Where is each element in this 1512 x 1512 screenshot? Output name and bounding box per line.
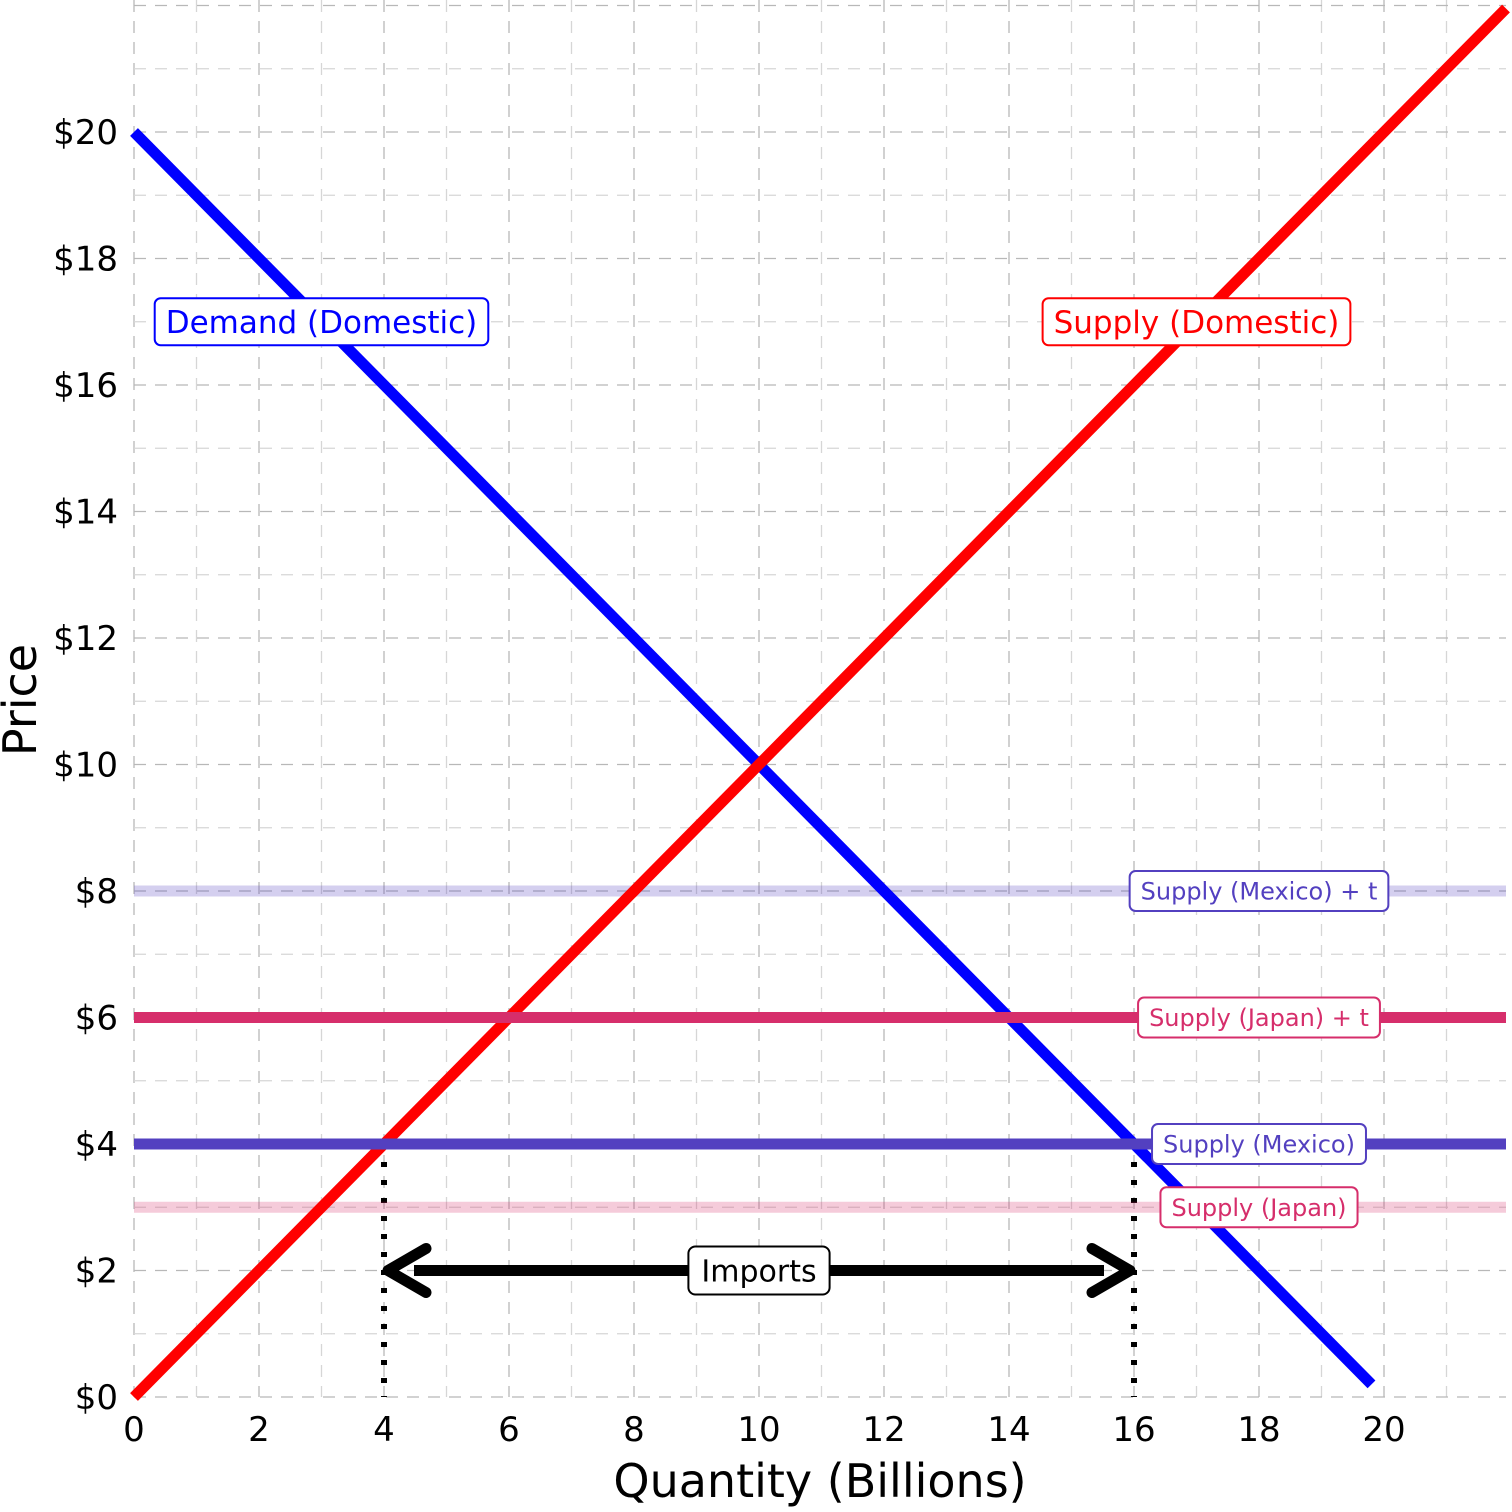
y-tick-label: $4 [75,1125,118,1165]
series-line [130,4,1510,1401]
series-label-box [1151,1123,1367,1165]
y-tick-label: $16 [53,366,118,406]
y-tick-label: $10 [53,746,118,786]
y-tick-label: $0 [75,1378,118,1418]
imports-label-box [687,1245,831,1296]
series-label: Supply (Japan) + t [1149,1004,1369,1032]
y-tick-labels: $0 $2 $4 $6 $8 $10 $12 $14 $16 $18 $20 [53,113,118,1418]
annotations: Imports [382,1243,1136,1298]
series-label-box [1128,870,1390,912]
x-tick-label: 6 [498,1410,520,1450]
y-tick-label: $6 [75,999,118,1039]
series-labels: Demand (Domestic) Supply (Domestic) Supply… [153,297,1390,1229]
x-tick-label: 16 [1112,1410,1155,1450]
series-label-box [1137,996,1381,1039]
y-tick-label: $20 [53,113,118,153]
x-tick-labels: 0 2 4 6 8 10 12 14 16 18 20 [123,1410,1405,1450]
x-tick-label: 14 [987,1410,1030,1450]
grid [133,0,1506,1398]
x-tick-label: 18 [1237,1410,1280,1450]
series-label-box [1041,297,1352,347]
y-tick-label: $8 [75,872,118,912]
y-tick-label: $2 [75,1252,118,1292]
x-tick-label: 4 [373,1410,395,1450]
imports-label: Imports [701,1255,816,1290]
series-label: Supply (Mexico) + t [1141,878,1378,906]
x-tick-label: 8 [623,1410,645,1450]
series-label-box [153,297,490,347]
x-tick-label: 0 [123,1410,145,1450]
y-tick-label: $18 [53,240,118,280]
x-axis-title: Quantity (Billions) [613,1454,1026,1508]
series-label-box [1159,1186,1359,1229]
series-label: Demand (Domestic) [166,305,478,341]
series-label: Supply (Japan) [1171,1194,1346,1222]
x-tick-label: 12 [862,1410,905,1450]
x-tick-label: 20 [1362,1410,1405,1450]
y-tick-label: $14 [53,493,118,533]
y-tick-label: $12 [53,619,118,659]
imports-arrow-right-head [1086,1243,1136,1298]
x-tick-label: 10 [737,1410,780,1450]
series-label: Supply (Domestic) [1054,305,1340,341]
imports-arrow-left-head [382,1243,432,1298]
y-axis-title: Price [0,644,47,756]
series-label: Supply (Mexico) [1163,1131,1355,1159]
x-tick-label: 2 [248,1410,270,1450]
